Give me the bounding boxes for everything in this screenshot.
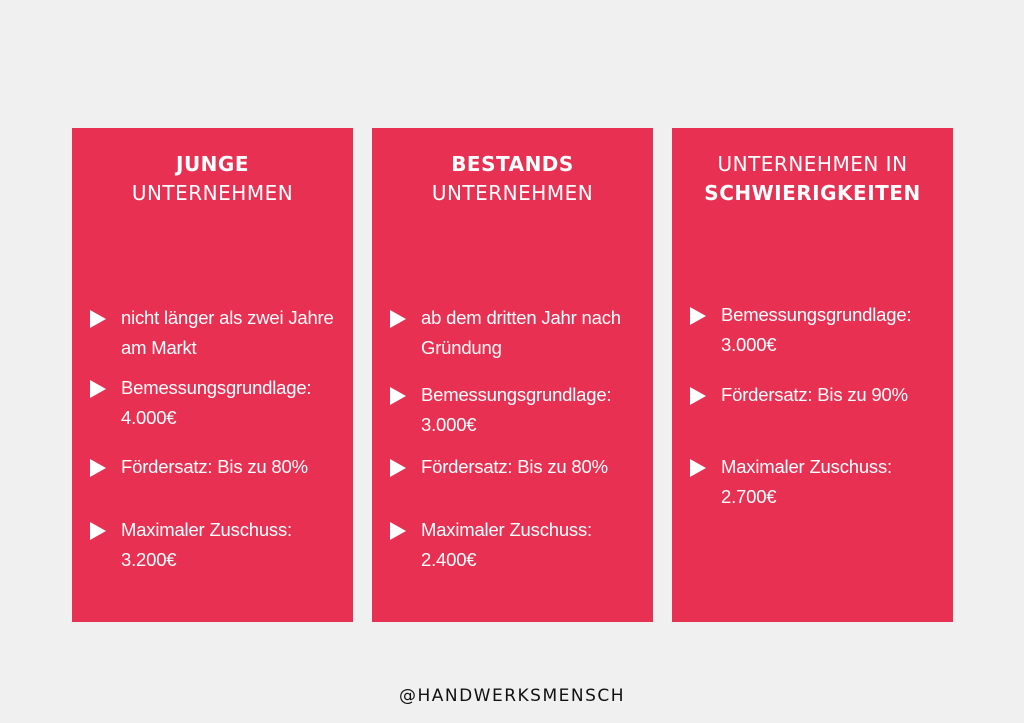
card-bestands-unternehmen: BESTANDS UNTERNEHMEN ab dem dritten Jahr… <box>372 128 653 622</box>
triangle-right-icon <box>390 522 406 540</box>
card-title-line2: UNTERNEHMEN <box>131 181 294 205</box>
list-item: ab dem dritten Jahr nach Gründung <box>390 303 640 363</box>
card-title-line1: JUNGE <box>176 152 249 176</box>
triangle-right-icon <box>390 387 406 405</box>
list-item: nicht länger als zwei Jahre am Markt <box>90 303 340 363</box>
card-title-line1: UNTERNEHMEN IN <box>717 152 908 176</box>
list-item-text: Fördersatz: Bis zu 90% <box>721 384 908 405</box>
list-item-text: Maximaler Zuschuss: 2.700€ <box>721 456 892 507</box>
list-item: Bemessungsgrundlage: 3.000€ <box>690 300 940 360</box>
triangle-right-icon <box>390 459 406 477</box>
triangle-right-icon <box>690 307 706 325</box>
list-item: Maximaler Zuschuss: 3.200€ <box>90 515 340 575</box>
list-item-text: ab dem dritten Jahr nach Gründung <box>421 307 621 358</box>
list-item: Fördersatz: Bis zu 90% <box>690 380 940 410</box>
footer-handle: @HANDWERKSMENSCH <box>398 686 626 706</box>
list-item-text: Maximaler Zuschuss: 3.200€ <box>121 519 292 570</box>
list-item: Fördersatz: Bis zu 80% <box>90 452 340 482</box>
list-item-text: nicht länger als zwei Jahre am Markt <box>121 307 334 358</box>
list-item: Bemessungsgrundlage: 4.000€ <box>90 373 340 433</box>
card-title: UNTERNEHMEN IN SCHWIERIGKEITEN <box>672 150 953 208</box>
triangle-right-icon <box>690 387 706 405</box>
card-title: JUNGE UNTERNEHMEN <box>72 150 353 208</box>
list-item: Maximaler Zuschuss: 2.700€ <box>690 452 940 512</box>
triangle-right-icon <box>90 310 106 328</box>
list-item: Bemessungsgrundlage: 3.000€ <box>390 380 640 440</box>
card-title-line2: UNTERNEHMEN <box>431 181 594 205</box>
list-item-text: Bemessungsgrundlage: 3.000€ <box>721 304 912 355</box>
card-title-line2: SCHWIERIGKEITEN <box>704 181 921 205</box>
list-item: Maximaler Zuschuss: 2.400€ <box>390 515 640 575</box>
card-junge-unternehmen: JUNGE UNTERNEHMEN nicht länger als zwei … <box>72 128 353 622</box>
list-item: Fördersatz: Bis zu 80% <box>390 452 640 482</box>
triangle-right-icon <box>90 459 106 477</box>
card-title: BESTANDS UNTERNEHMEN <box>372 150 653 208</box>
triangle-right-icon <box>690 459 706 477</box>
list-item-text: Maximaler Zuschuss: 2.400€ <box>421 519 592 570</box>
triangle-right-icon <box>390 310 406 328</box>
card-unternehmen-in-schwierigkeiten: UNTERNEHMEN IN SCHWIERIGKEITEN Bemessung… <box>672 128 953 622</box>
triangle-right-icon <box>90 380 106 398</box>
card-title-line1: BESTANDS <box>451 152 574 176</box>
list-item-text: Bemessungsgrundlage: 3.000€ <box>421 384 612 435</box>
triangle-right-icon <box>90 522 106 540</box>
list-item-text: Bemessungsgrundlage: 4.000€ <box>121 377 312 428</box>
list-item-text: Fördersatz: Bis zu 80% <box>121 456 308 477</box>
list-item-text: Fördersatz: Bis zu 80% <box>421 456 608 477</box>
